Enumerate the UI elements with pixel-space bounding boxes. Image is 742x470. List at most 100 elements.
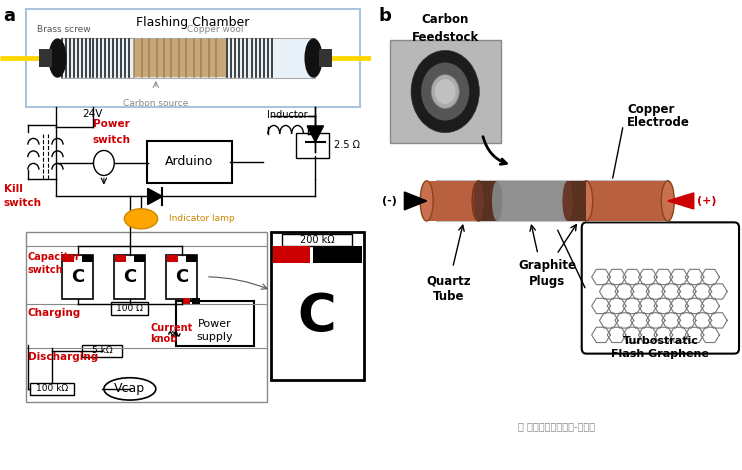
Circle shape xyxy=(93,150,114,175)
Bar xyxy=(115,255,126,262)
Polygon shape xyxy=(668,193,694,209)
Text: Power: Power xyxy=(198,319,232,329)
Bar xyxy=(30,383,74,395)
Bar xyxy=(497,181,568,221)
Text: C: C xyxy=(175,268,188,286)
Text: Flashing Chamber: Flashing Chamber xyxy=(137,16,249,29)
Bar xyxy=(319,49,332,67)
Text: b: b xyxy=(378,7,391,25)
Text: Copper wool: Copper wool xyxy=(187,24,243,33)
Bar xyxy=(114,255,145,299)
Circle shape xyxy=(421,63,470,120)
Text: Current: Current xyxy=(150,323,192,333)
Text: knob: knob xyxy=(150,334,177,345)
Text: Carbon source: Carbon source xyxy=(123,99,188,108)
Text: (+): (+) xyxy=(697,196,717,206)
Text: supply: supply xyxy=(197,332,234,342)
Circle shape xyxy=(411,50,479,133)
Ellipse shape xyxy=(661,181,674,221)
Polygon shape xyxy=(148,188,162,204)
Text: Indicator lamp: Indicator lamp xyxy=(169,214,234,223)
Bar xyxy=(63,255,74,262)
Bar xyxy=(314,246,362,263)
Bar xyxy=(438,181,668,221)
Text: Electrode: Electrode xyxy=(627,117,690,129)
Text: a: a xyxy=(102,157,106,166)
Text: Carbon: Carbon xyxy=(421,13,469,26)
Ellipse shape xyxy=(305,39,322,77)
Bar xyxy=(273,246,310,263)
Ellipse shape xyxy=(473,181,484,221)
Text: Arduino: Arduino xyxy=(165,155,214,168)
Bar xyxy=(39,49,52,67)
Text: Kill: Kill xyxy=(4,184,22,194)
Bar xyxy=(82,255,93,262)
Bar xyxy=(167,255,178,262)
Bar xyxy=(62,255,93,299)
Ellipse shape xyxy=(420,181,433,221)
Text: switch: switch xyxy=(92,135,131,145)
Bar xyxy=(134,255,145,262)
Bar xyxy=(586,181,668,221)
Polygon shape xyxy=(404,192,427,210)
Bar xyxy=(427,181,479,221)
Text: 5 kΩ: 5 kΩ xyxy=(92,346,112,355)
Text: Vcap: Vcap xyxy=(114,383,145,395)
Text: Discharging: Discharging xyxy=(28,352,98,362)
Ellipse shape xyxy=(492,181,502,221)
Text: 24V: 24V xyxy=(82,109,103,119)
Text: ⚡: ⚡ xyxy=(169,328,176,337)
Text: 200 kΩ: 200 kΩ xyxy=(300,235,335,245)
Bar xyxy=(26,232,267,402)
Ellipse shape xyxy=(562,181,573,221)
Text: switch: switch xyxy=(4,197,42,208)
Text: Graphite: Graphite xyxy=(518,259,577,272)
Text: Flash Graphene: Flash Graphene xyxy=(611,349,709,360)
Text: switch: switch xyxy=(28,265,64,275)
Text: 100 kΩ: 100 kΩ xyxy=(36,384,68,393)
Ellipse shape xyxy=(125,209,157,229)
Text: 🔔 公众号・中科精研-之温故: 🔔 公众号・中科精研-之温故 xyxy=(518,421,595,431)
Bar xyxy=(271,232,364,380)
Text: C: C xyxy=(298,291,337,343)
Text: Turbostratic: Turbostratic xyxy=(623,336,698,346)
Ellipse shape xyxy=(580,181,593,221)
Text: Tube: Tube xyxy=(433,290,464,303)
Text: 2.5 Ω: 2.5 Ω xyxy=(334,140,360,150)
Text: Charging: Charging xyxy=(28,307,81,318)
Bar xyxy=(111,302,148,315)
Ellipse shape xyxy=(104,378,156,400)
Text: Quartz: Quartz xyxy=(427,274,471,288)
Bar xyxy=(192,298,200,304)
Text: a: a xyxy=(4,7,16,25)
Bar xyxy=(26,9,360,107)
Bar xyxy=(182,298,190,304)
Text: Capacitor: Capacitor xyxy=(28,252,81,262)
Ellipse shape xyxy=(49,39,66,77)
Text: Feedstock: Feedstock xyxy=(412,31,479,44)
FancyBboxPatch shape xyxy=(147,141,232,183)
Bar xyxy=(282,234,352,245)
Bar xyxy=(479,181,497,221)
FancyBboxPatch shape xyxy=(177,301,254,346)
Text: C: C xyxy=(123,268,137,286)
Text: Power: Power xyxy=(93,119,130,129)
Bar xyxy=(186,255,197,262)
Text: Brass screw: Brass screw xyxy=(37,24,91,33)
Polygon shape xyxy=(307,126,324,142)
Bar xyxy=(166,255,197,299)
Bar xyxy=(568,181,586,221)
Circle shape xyxy=(431,75,459,109)
Circle shape xyxy=(435,79,456,104)
Bar xyxy=(390,40,501,143)
Text: Inductor: Inductor xyxy=(267,110,308,120)
Text: C: C xyxy=(71,268,85,286)
FancyBboxPatch shape xyxy=(582,222,739,353)
Bar xyxy=(82,345,122,357)
Ellipse shape xyxy=(662,181,674,221)
Ellipse shape xyxy=(432,181,444,221)
Ellipse shape xyxy=(472,181,485,221)
Text: Copper: Copper xyxy=(627,103,674,116)
Text: 100 Ω: 100 Ω xyxy=(116,304,143,313)
FancyBboxPatch shape xyxy=(295,133,329,157)
